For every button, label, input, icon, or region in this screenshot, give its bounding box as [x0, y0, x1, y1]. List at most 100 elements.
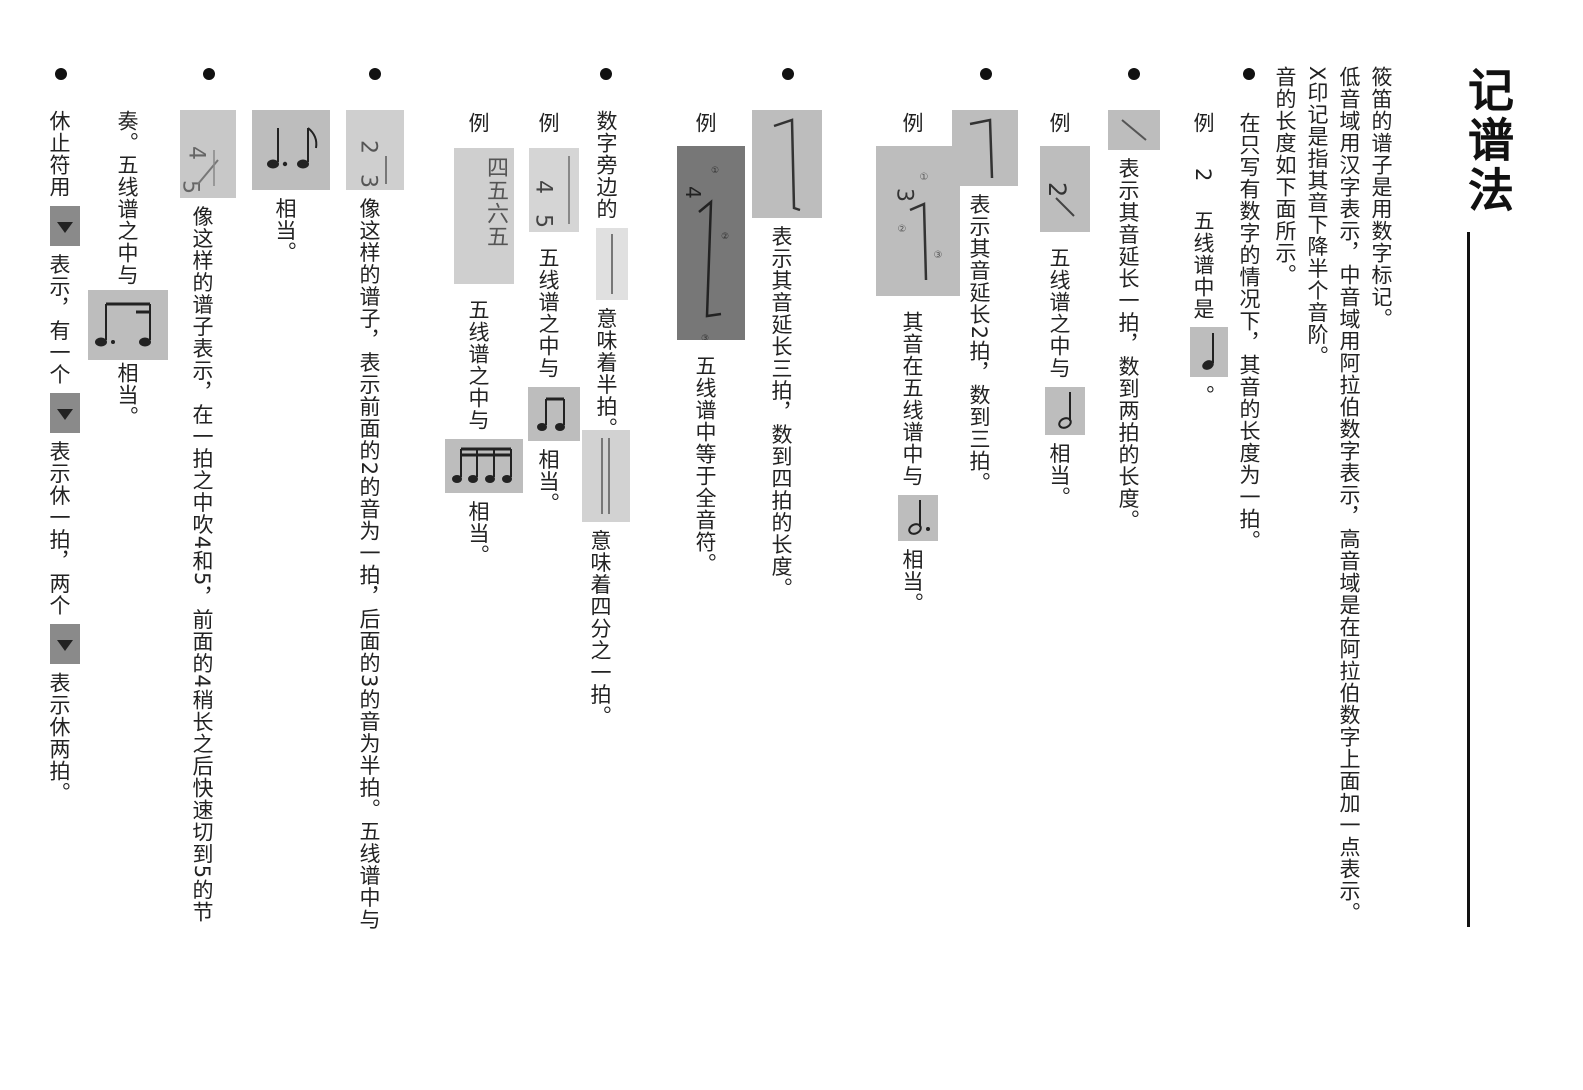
example-text: 五线谱之中与: [536, 247, 560, 380]
circled-2: ②: [897, 224, 908, 236]
digit-4: 4: [184, 146, 209, 161]
item1-example: 例 2 五线谱中是 。: [1190, 112, 1228, 407]
digit-4: 4: [531, 180, 556, 195]
example-label: 例: [693, 112, 717, 134]
rest-symbol-icon: [50, 624, 80, 665]
dotted-eighth-notes-icon: [252, 110, 330, 190]
example-text: 五线谱之中与: [466, 299, 490, 432]
item3-lead-text: 表示其音延长2拍，数到三拍。: [967, 193, 991, 495]
example-text: 五线谱中是: [1191, 209, 1215, 320]
digit-2: 2: [356, 140, 381, 155]
bullet-7: [203, 68, 215, 80]
item7-end: 相当。: [115, 362, 139, 428]
half-note-icon: [1045, 387, 1085, 436]
item5-lead-2: 意味着四分之一拍。: [582, 430, 630, 728]
sixteenth-notes-icon: [445, 439, 523, 494]
circled-3: ③: [933, 250, 944, 262]
digit-dash-image: 2: [1040, 145, 1090, 232]
bullet-5: [600, 68, 612, 80]
item8-lead-a: 休止符用: [47, 110, 71, 198]
item4-lead-text: 表示其音延长三拍，数到四拍的长度。: [769, 225, 793, 600]
intro-line-4: 音的长度如下面所示。: [1273, 66, 1297, 286]
bullet-2: [1128, 68, 1140, 80]
example-label: 例: [1047, 112, 1071, 134]
example-end: 相当。: [536, 448, 560, 515]
example-end: 。: [1191, 385, 1215, 408]
intro-line-3: X印记是指其音下降半个音阶。: [1305, 66, 1329, 368]
item7-figure: [88, 290, 168, 360]
circled-2: ②: [720, 232, 730, 243]
example-end: 相当。: [1047, 442, 1071, 509]
item8-lead-b: 表示，有一个: [47, 253, 71, 386]
page-title: 记谱法: [1461, 66, 1515, 216]
three-beat-dash-icon: [752, 110, 822, 218]
dotted-eighth-sixteenth-icon: [88, 290, 168, 360]
rest-symbol-icon: [50, 205, 80, 246]
two-beat-dash-icon: [952, 110, 1018, 186]
chinese-digits-image: 四五六五: [454, 147, 514, 284]
bullet-1: [1243, 68, 1255, 80]
digit-5: 5: [531, 214, 556, 229]
example-label: 例: [466, 112, 490, 134]
bullet-8: [55, 68, 67, 80]
item7-lead-b: 奏。五线谱之中与: [115, 110, 139, 286]
item3-lead: 表示其音延长2拍，数到三拍。: [952, 110, 1018, 494]
eighth-notes-icon: [528, 387, 580, 442]
item2-example: 例 2 五线谱之中与 相当。: [1040, 112, 1090, 509]
example-label: 例: [1191, 112, 1215, 134]
rest-symbol-icon: [50, 393, 80, 434]
dash-symbol-icon: [1108, 110, 1160, 150]
item5-lead-c: 意味着四分之一拍。: [588, 529, 612, 728]
digit-3: 3: [892, 188, 917, 203]
circled-1: ①: [919, 172, 930, 184]
low-register-digits: 四五六五: [483, 155, 508, 248]
item5-lead-b: 意味着半拍。: [594, 307, 618, 440]
example-text: 五线谱中等于全音符。: [693, 355, 717, 576]
item5-lead: 数字旁边的 意味着半拍。: [594, 110, 628, 440]
digit-5: 5: [180, 180, 203, 195]
item2-lead: 表示其音延长一拍，数到两拍的长度。: [1108, 110, 1160, 532]
circled-3: ③: [700, 334, 710, 340]
bullet-4: [782, 68, 794, 80]
digit-3: 3: [356, 174, 381, 189]
example-text: 五线谱之中与: [1047, 247, 1071, 380]
item4-lead: 表示其音延长三拍，数到四拍的长度。: [752, 110, 822, 600]
item8-lead: 休止符用 表示，有一个 表示休一拍，两个 表示休两拍。: [47, 110, 80, 805]
single-underline-icon: [596, 227, 628, 300]
digit-2: 2: [1043, 182, 1071, 198]
item1-lead: 在只写有数字的情况下，其音的长度为一拍。: [1237, 112, 1261, 552]
dotted-half-note-icon: [898, 495, 938, 542]
intro-line-2: 低音域用汉字表示，中音域用阿拉伯数字表示，高音域是在阿拉伯数字上面加一点表示。: [1337, 66, 1361, 924]
item6-continuation: 相当。: [252, 110, 330, 264]
example-text: 其音在五线谱中与: [900, 311, 924, 488]
item2-lead-text: 表示其音延长一拍，数到两拍的长度。: [1116, 157, 1140, 532]
item8-lead-c: 表示休一拍，两个: [47, 440, 71, 617]
double-underline-icon: [582, 430, 630, 522]
item6-lead-end: 相当。: [273, 197, 297, 264]
example-end: 相当。: [900, 548, 924, 615]
item7-continuation: 奏。五线谱之中与: [115, 110, 139, 286]
bullet-6: [369, 68, 381, 80]
example-label: 例: [900, 112, 924, 134]
quarter-note-icon: [1190, 327, 1228, 378]
example-label: 例: [536, 112, 560, 134]
example-digit: 2: [1191, 167, 1215, 183]
bullet-3: [980, 68, 992, 80]
digit-4: 4: [681, 186, 705, 200]
item8-lead-d: 表示休两拍。: [47, 672, 71, 805]
item5-example-2: 例 四五六五 五线谱之中与 相当。: [445, 112, 523, 567]
title-rule: [1467, 232, 1470, 927]
item5-lead-a: 数字旁边的: [594, 110, 618, 220]
item7-lead-text: 像这样的谱子表示，在一拍之中吹4和5，前面的4稍长之后快速切到5的节: [190, 205, 214, 924]
circled-1: ①: [710, 166, 720, 177]
